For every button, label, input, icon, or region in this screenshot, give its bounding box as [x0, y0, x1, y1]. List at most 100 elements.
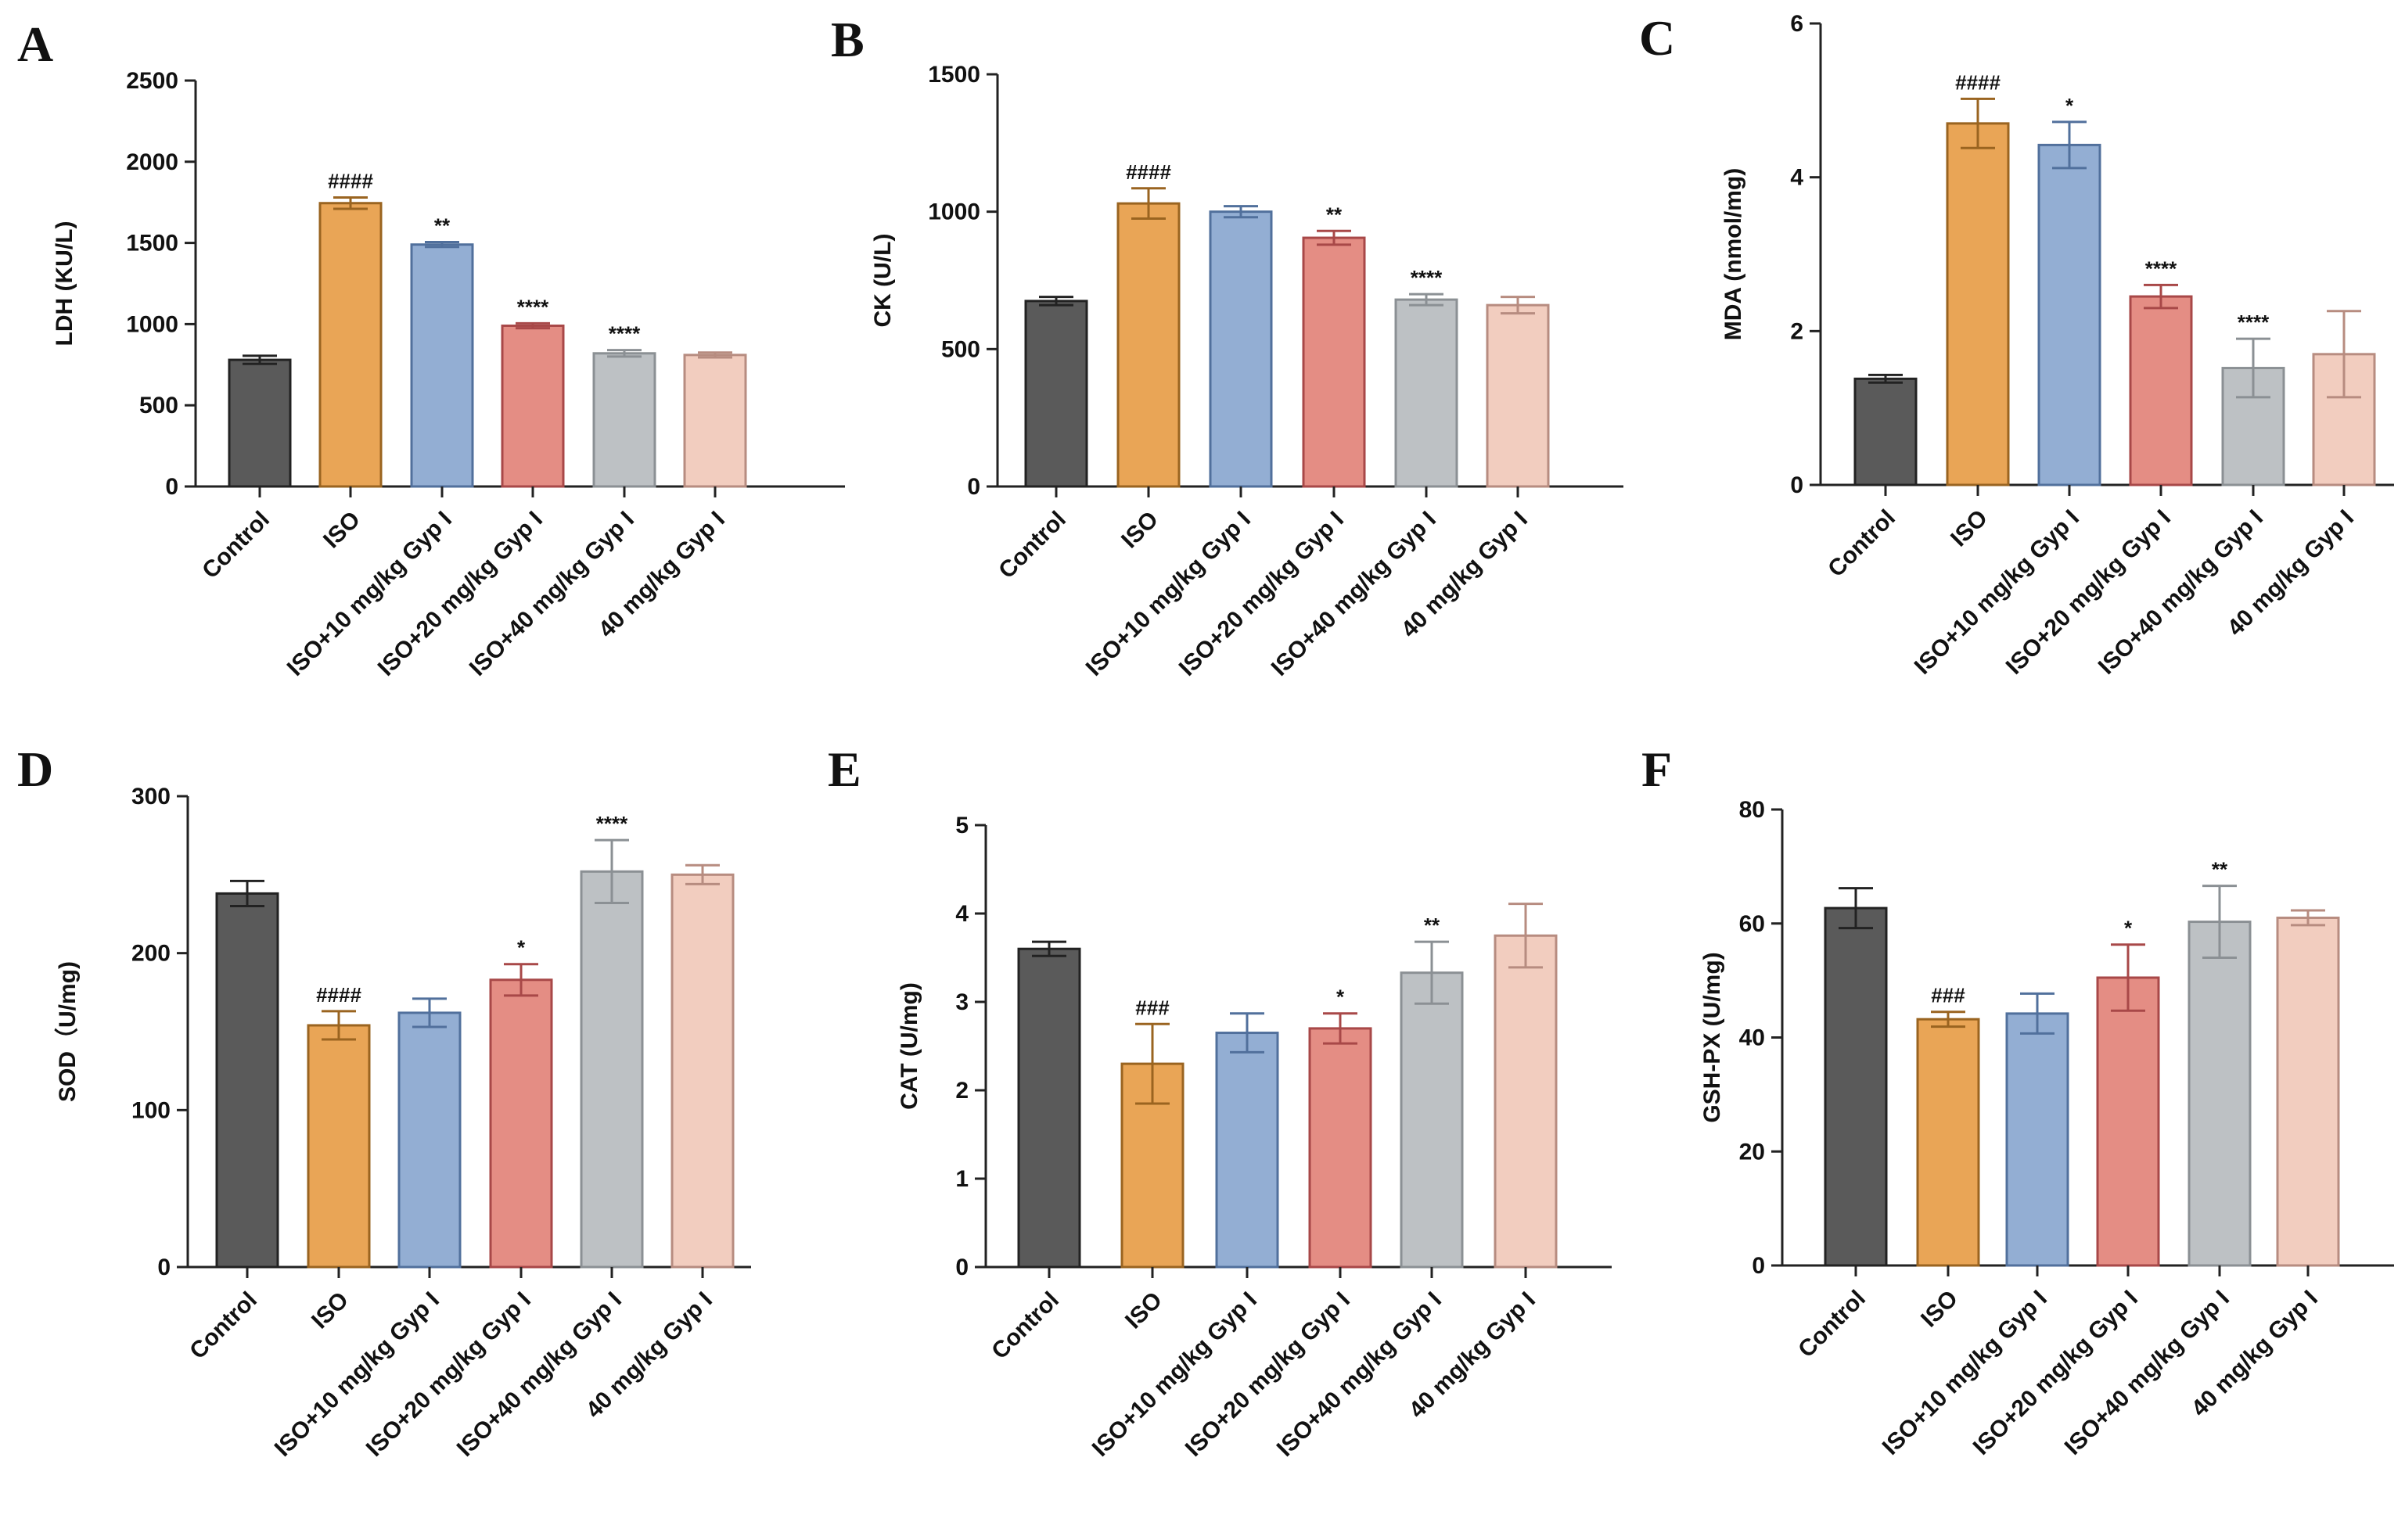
- y-tick-label: 2000: [126, 149, 178, 175]
- category-label: ISO+40 mg/kg Gyp I: [1272, 1287, 1447, 1462]
- category-label: ISO+10 mg/kg Gyp I: [1878, 1286, 2052, 1460]
- bar-2: [307, 1024, 371, 1269]
- y-tick-label: 0: [1752, 1253, 1765, 1279]
- significance-label: ****: [596, 812, 628, 835]
- y-tick-label: 0: [955, 1255, 969, 1280]
- bar-4: [1308, 1027, 1372, 1269]
- bar-5: [1400, 971, 1464, 1269]
- y-tick-label: 0: [967, 474, 980, 500]
- bar-5: [592, 352, 656, 488]
- y-tick-label: 0: [157, 1255, 171, 1280]
- y-axis-title: GSH-PX (U/mg): [1699, 952, 1725, 1122]
- panel-b: B 0 500 1000 1500 CK (U/L) Control #### ISOISO+1…: [831, 12, 1623, 681]
- y-axis-title: LDH (KU/L): [52, 221, 77, 346]
- y-axis-title: CAT (U/mg): [897, 982, 922, 1110]
- bar-1: [1017, 947, 1081, 1269]
- category-label: ISO+40 mg/kg Gyp I: [1267, 507, 1441, 681]
- y-tick-label: 1: [955, 1166, 969, 1192]
- bar-6: [1494, 934, 1558, 1269]
- panel-d: D 0 100 200 300 SOD（U/mg) Control #### ISOISO+10…: [17, 741, 751, 1462]
- significance-label: ****: [609, 322, 641, 346]
- y-tick-label: 60: [1739, 911, 1765, 937]
- significance-label: ####: [328, 169, 373, 192]
- significance-label: *: [2065, 94, 2074, 117]
- bar-3: [1215, 1032, 1279, 1269]
- y-tick-label: 1500: [928, 62, 980, 88]
- panel-letter: B: [831, 12, 865, 67]
- y-tick-label: 500: [139, 393, 178, 418]
- category-label: Control: [185, 1287, 262, 1365]
- bar-1: [1824, 906, 1888, 1267]
- bar-6: [670, 873, 735, 1269]
- y-tick-label: 2: [955, 1078, 969, 1104]
- bar-1: [1853, 377, 1918, 486]
- category-label: ISO+40 mg/kg Gyp I: [465, 507, 639, 681]
- bar-4: [2129, 295, 2193, 486]
- category-label: ISO+20 mg/kg Gyp I: [361, 1287, 536, 1462]
- bar-3: [2037, 143, 2101, 486]
- category-label: ISO+20 mg/kg Gyp I: [373, 507, 548, 681]
- y-tick-label: 2: [1790, 318, 1803, 344]
- category-label: ISO+10 mg/kg Gyp I: [1910, 505, 2084, 680]
- bar-1: [215, 892, 279, 1269]
- significance-label: ****: [2145, 257, 2177, 280]
- category-label: ISO+20 mg/kg Gyp I: [1968, 1286, 2143, 1460]
- bar-6: [683, 354, 747, 488]
- category-label: Control: [994, 507, 1071, 584]
- category-label: Control: [1823, 505, 1900, 583]
- y-tick-label: 40: [1739, 1025, 1765, 1051]
- y-tick-label: 80: [1739, 797, 1765, 823]
- bar-4: [2096, 976, 2160, 1267]
- bar-5: [2188, 921, 2252, 1267]
- y-tick-label: 20: [1739, 1139, 1765, 1165]
- significance-label: ####: [1955, 70, 2001, 94]
- category-label: ISO+10 mg/kg Gyp I: [282, 507, 457, 681]
- significance-label: ###: [1135, 996, 1170, 1019]
- y-tick-label: 1000: [928, 199, 980, 225]
- y-tick-label: 0: [165, 474, 178, 500]
- significance-label: ****: [1411, 266, 1443, 289]
- bar-6: [1486, 303, 1550, 488]
- significance-label: ****: [2238, 311, 2270, 334]
- y-tick-label: 0: [1790, 472, 1803, 498]
- panel-letter: E: [828, 741, 861, 797]
- y-tick-label: 100: [131, 1097, 171, 1123]
- y-tick-label: 1000: [126, 311, 178, 337]
- category-label: ISO+10 mg/kg Gyp I: [270, 1287, 444, 1462]
- significance-label: ####: [1126, 160, 1171, 184]
- y-axis-title: MDA (nmol/mg): [1720, 168, 1746, 341]
- category-label: ISO+10 mg/kg Gyp I: [1087, 1287, 1262, 1462]
- panel-letter: C: [1639, 10, 1675, 66]
- bar-4: [1302, 236, 1366, 488]
- y-tick-label: 4: [1790, 165, 1803, 191]
- y-tick-label: 200: [131, 941, 171, 967]
- significance-label: **: [2212, 858, 2228, 881]
- significance-label: *: [517, 936, 526, 960]
- panel-letter: F: [1641, 741, 1672, 797]
- y-tick-label: 500: [941, 336, 980, 362]
- panel-c: C 0 2 4 6 MDA (nmol/mg) Control #### ISO * ISO+10 …: [1639, 10, 2394, 680]
- bar-4: [489, 978, 553, 1269]
- panel-letter: A: [17, 16, 53, 72]
- category-label: ISO: [1946, 505, 1993, 552]
- significance-label: **: [434, 214, 451, 238]
- y-tick-label: 2500: [126, 68, 178, 94]
- bar-2: [1116, 202, 1181, 488]
- y-tick-label: 5: [955, 813, 969, 838]
- y-tick-label: 1500: [126, 231, 178, 257]
- category-label: ISO+20 mg/kg Gyp I: [1174, 507, 1349, 681]
- significance-label: **: [1424, 914, 1440, 937]
- bar-5: [1394, 298, 1458, 488]
- category-label: ISO+20 mg/kg Gyp I: [2001, 505, 2176, 680]
- panel-letter: D: [17, 741, 53, 797]
- bar-2: [1916, 1018, 1980, 1267]
- category-label: ISO: [1116, 507, 1163, 554]
- bar-3: [410, 243, 474, 488]
- category-label: ISO: [307, 1287, 354, 1334]
- significance-label: *: [2124, 917, 2133, 940]
- category-label: ISO: [1916, 1286, 1963, 1333]
